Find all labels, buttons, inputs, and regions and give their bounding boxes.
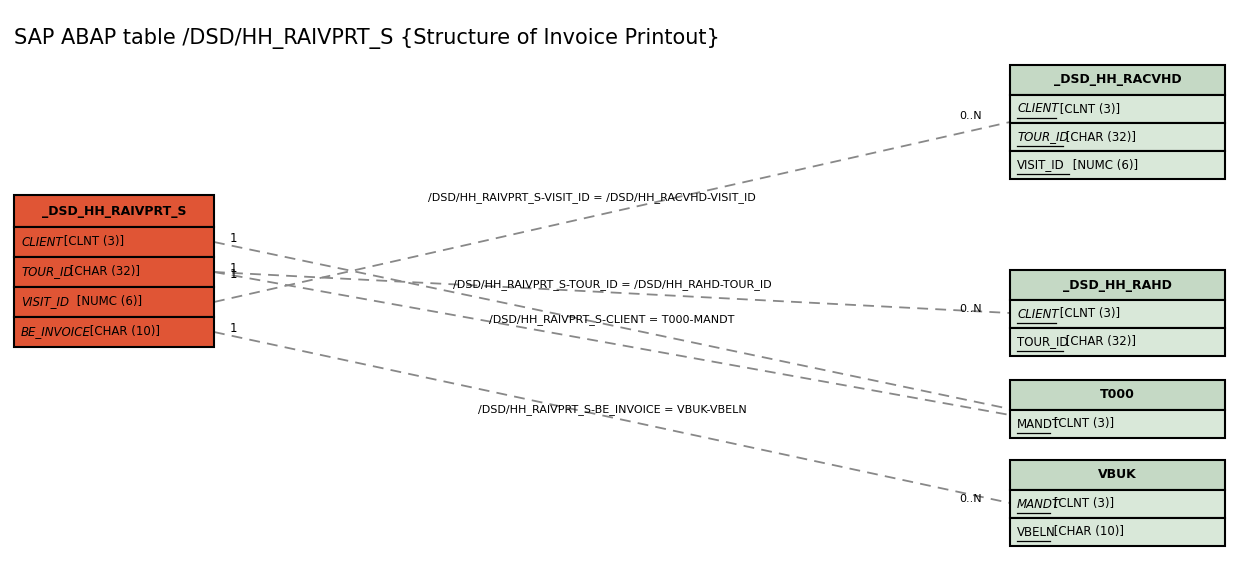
Text: TOUR_ID: TOUR_ID	[1017, 335, 1069, 349]
Text: 0..N: 0..N	[960, 304, 982, 314]
Text: [CHAR (32)]: [CHAR (32)]	[1063, 335, 1136, 349]
FancyBboxPatch shape	[1010, 123, 1225, 151]
FancyBboxPatch shape	[1010, 518, 1225, 546]
Text: /DSD/HH_RAIVPRT_S-TOUR_ID = /DSD/HH_RAHD-TOUR_ID: /DSD/HH_RAIVPRT_S-TOUR_ID = /DSD/HH_RAHD…	[452, 279, 772, 290]
Text: 0..N: 0..N	[960, 494, 982, 504]
Text: [CLNT (3)]: [CLNT (3)]	[1050, 417, 1114, 430]
Text: 1: 1	[231, 269, 238, 282]
Text: BE_INVOICE: BE_INVOICE	[21, 325, 91, 339]
Text: MANDT: MANDT	[1017, 417, 1060, 430]
Text: MANDT: MANDT	[1017, 497, 1060, 511]
Text: VBELN: VBELN	[1017, 525, 1056, 539]
FancyBboxPatch shape	[1010, 300, 1225, 328]
Text: VBUK: VBUK	[1098, 469, 1136, 482]
Text: TOUR_ID: TOUR_ID	[1017, 131, 1069, 143]
Text: [CHAR (32)]: [CHAR (32)]	[66, 265, 140, 279]
Text: CLIENT: CLIENT	[1017, 307, 1059, 321]
FancyBboxPatch shape	[1010, 460, 1225, 490]
FancyBboxPatch shape	[14, 317, 214, 347]
Text: [CLNT (3)]: [CLNT (3)]	[1050, 497, 1114, 511]
FancyBboxPatch shape	[1010, 65, 1225, 95]
Text: [CLNT (3)]: [CLNT (3)]	[60, 236, 124, 248]
FancyBboxPatch shape	[1010, 490, 1225, 518]
Text: [CHAR (10)]: [CHAR (10)]	[86, 325, 160, 339]
FancyBboxPatch shape	[14, 287, 214, 317]
FancyBboxPatch shape	[1010, 410, 1225, 438]
Text: CLIENT: CLIENT	[21, 236, 63, 248]
FancyBboxPatch shape	[14, 227, 214, 257]
Text: TOUR_ID: TOUR_ID	[21, 265, 73, 279]
Text: /DSD/HH_RAIVPRT_S-BE_INVOICE = VBUK-VBELN: /DSD/HH_RAIVPRT_S-BE_INVOICE = VBUK-VBEL…	[477, 404, 747, 415]
FancyBboxPatch shape	[1010, 380, 1225, 410]
Text: [NUMC (6)]: [NUMC (6)]	[1069, 159, 1138, 171]
Text: SAP ABAP table /DSD/HH_RAIVPRT_S {Structure of Invoice Printout}: SAP ABAP table /DSD/HH_RAIVPRT_S {Struct…	[14, 28, 719, 49]
Text: _DSD_HH_RAIVPRT_S: _DSD_HH_RAIVPRT_S	[41, 205, 187, 217]
Text: [CLNT (3)]: [CLNT (3)]	[1056, 103, 1120, 115]
FancyBboxPatch shape	[1010, 95, 1225, 123]
Text: T000: T000	[1100, 388, 1135, 402]
Text: 0..N: 0..N	[960, 111, 982, 121]
Text: _DSD_HH_RACVHD: _DSD_HH_RACVHD	[1054, 73, 1182, 86]
FancyBboxPatch shape	[1010, 151, 1225, 179]
FancyBboxPatch shape	[14, 257, 214, 287]
Text: 1: 1	[231, 321, 238, 335]
Text: _DSD_HH_RAHD: _DSD_HH_RAHD	[1063, 279, 1172, 292]
Text: [CHAR (32)]: [CHAR (32)]	[1063, 131, 1136, 143]
Text: VISIT_ID: VISIT_ID	[1017, 159, 1065, 171]
Text: [CLNT (3)]: [CLNT (3)]	[1056, 307, 1120, 321]
Text: 1: 1	[231, 233, 238, 245]
Text: 1: 1	[231, 262, 238, 275]
FancyBboxPatch shape	[14, 195, 214, 227]
Text: [CHAR (10)]: [CHAR (10)]	[1050, 525, 1124, 539]
Text: CLIENT: CLIENT	[1017, 103, 1059, 115]
Text: VISIT_ID: VISIT_ID	[21, 296, 69, 308]
Text: /DSD/HH_RAIVPRT_S-VISIT_ID = /DSD/HH_RACVHD-VISIT_ID: /DSD/HH_RAIVPRT_S-VISIT_ID = /DSD/HH_RAC…	[429, 192, 756, 203]
FancyBboxPatch shape	[1010, 328, 1225, 356]
Text: /DSD/HH_RAIVPRT_S-CLIENT = T000-MANDT: /DSD/HH_RAIVPRT_S-CLIENT = T000-MANDT	[490, 314, 734, 325]
FancyBboxPatch shape	[1010, 270, 1225, 300]
Text: [NUMC (6)]: [NUMC (6)]	[73, 296, 142, 308]
